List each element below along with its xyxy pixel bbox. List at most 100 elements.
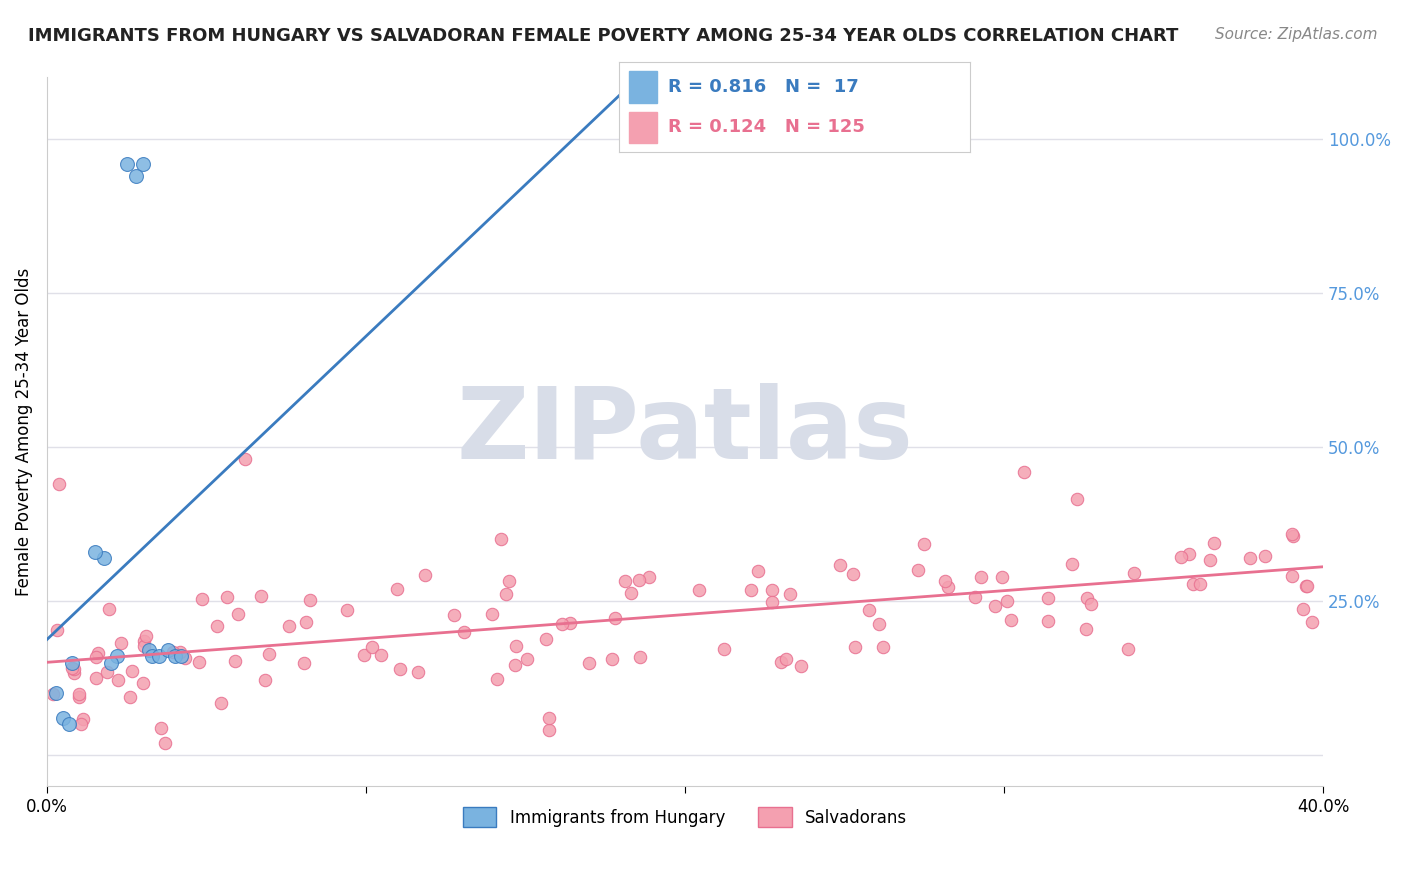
Point — [42, 687, 65, 701]
Point — [1116, 641, 1139, 656]
Bar — [630, 112, 657, 143]
Point — [224, 654, 246, 668]
Point — [538, 723, 561, 738]
Point — [775, 651, 797, 665]
Point — [907, 563, 929, 577]
Point — [370, 648, 392, 662]
Point — [516, 652, 538, 666]
Point — [67, 690, 90, 705]
Text: Source: ZipAtlas.com: Source: ZipAtlas.com — [1215, 27, 1378, 42]
Point — [170, 649, 193, 664]
Point — [495, 587, 517, 601]
Point — [1080, 597, 1102, 611]
Point — [46, 624, 69, 638]
Point — [207, 618, 229, 632]
Point — [620, 586, 643, 600]
Point — [453, 625, 475, 640]
Point — [481, 607, 503, 622]
Point — [131, 156, 153, 170]
Point — [148, 649, 170, 664]
Point — [1281, 527, 1303, 541]
Point — [169, 645, 191, 659]
Point — [125, 169, 148, 183]
Point — [153, 736, 176, 750]
Y-axis label: Female Poverty Among 25-34 Year Olds: Female Poverty Among 25-34 Year Olds — [15, 268, 32, 596]
Text: IMMIGRANTS FROM HUNGARY VS SALVADORAN FEMALE POVERTY AMONG 25-34 YEAR OLDS CORRE: IMMIGRANTS FROM HUNGARY VS SALVADORAN FE… — [28, 27, 1178, 45]
Point — [489, 533, 512, 547]
Point — [1281, 529, 1303, 543]
Point — [131, 675, 153, 690]
Point — [278, 618, 301, 632]
Point — [934, 574, 956, 589]
Point — [503, 657, 526, 672]
Point — [578, 657, 600, 671]
Point — [628, 650, 651, 665]
Point — [190, 591, 212, 606]
Point — [138, 643, 160, 657]
Point — [991, 570, 1014, 584]
Point — [1281, 569, 1303, 583]
Point — [97, 602, 120, 616]
Point — [353, 648, 375, 662]
Point — [600, 652, 623, 666]
Point — [235, 452, 257, 467]
Point — [84, 649, 107, 664]
Point — [413, 567, 436, 582]
Point — [628, 573, 651, 587]
Point — [841, 567, 863, 582]
Point — [1204, 535, 1226, 549]
Point — [336, 603, 359, 617]
Point — [115, 156, 138, 170]
Point — [1188, 577, 1211, 591]
Point — [995, 593, 1018, 607]
Point — [1301, 615, 1323, 629]
Point — [1198, 553, 1220, 567]
Point — [96, 665, 118, 679]
Point — [912, 536, 935, 550]
Point — [1178, 547, 1201, 561]
Point — [62, 656, 84, 670]
Point — [770, 655, 793, 669]
Point — [1123, 566, 1146, 581]
Point — [84, 671, 107, 685]
Point — [1074, 622, 1097, 636]
Point — [868, 617, 890, 632]
Point — [485, 672, 508, 686]
Legend: Immigrants from Hungary, Salvadorans: Immigrants from Hungary, Salvadorans — [457, 800, 914, 834]
Point — [163, 649, 186, 664]
Point — [72, 712, 94, 726]
Point — [83, 545, 105, 559]
Point — [443, 608, 465, 623]
Point — [830, 558, 852, 572]
Point — [1182, 576, 1205, 591]
Point — [132, 639, 155, 653]
Text: R = 0.816   N =  17: R = 0.816 N = 17 — [668, 78, 859, 96]
Point — [858, 603, 880, 617]
Point — [505, 639, 527, 653]
Point — [984, 599, 1007, 613]
Point — [1036, 614, 1059, 628]
Point — [1295, 579, 1317, 593]
Point — [120, 690, 142, 705]
Point — [149, 721, 172, 735]
Point — [132, 634, 155, 648]
Point — [63, 665, 86, 680]
Point — [295, 615, 318, 629]
Point — [1239, 550, 1261, 565]
Point — [740, 583, 762, 598]
Point — [67, 687, 90, 701]
Point — [107, 673, 129, 687]
Point — [110, 635, 132, 649]
Point — [936, 581, 959, 595]
Point — [121, 664, 143, 678]
Point — [534, 632, 557, 647]
Point — [254, 673, 277, 687]
Point — [1295, 579, 1317, 593]
Point — [299, 593, 322, 607]
Point — [157, 643, 180, 657]
Point — [70, 717, 93, 731]
Point — [747, 565, 769, 579]
Point — [872, 640, 894, 654]
Point — [844, 640, 866, 654]
Point — [361, 640, 384, 654]
